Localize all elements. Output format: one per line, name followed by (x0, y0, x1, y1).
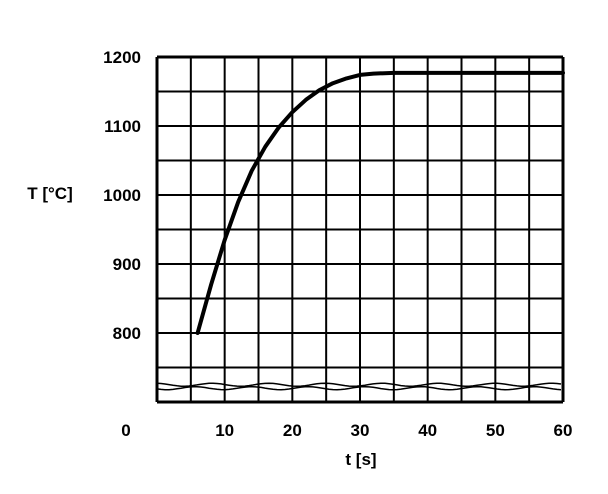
baseline-noise (156, 382, 562, 391)
y-tick-label: 800 (113, 324, 141, 343)
x-tick-label: 0 (121, 421, 130, 440)
x-tick-labels: 0 10 20 30 40 50 60 (121, 421, 572, 440)
grid (155, 55, 565, 404)
y-axis-label: T [°C] (27, 184, 73, 203)
x-tick-label: 60 (554, 421, 573, 440)
x-tick-label: 30 (351, 421, 370, 440)
x-tick-label: 10 (215, 421, 234, 440)
x-tick-label: 20 (283, 421, 302, 440)
x-axis-label: t [s] (345, 450, 376, 469)
baseline-trace (156, 385, 562, 391)
y-tick-label: 1200 (103, 48, 141, 67)
x-tick-label: 40 (418, 421, 437, 440)
y-tick-label: 900 (113, 255, 141, 274)
y-tick-labels: 800 900 1000 1100 1200 (103, 48, 141, 343)
y-tick-label: 1000 (103, 186, 141, 205)
series-line-0 (195, 70, 565, 335)
y-tick-label: 1100 (104, 117, 141, 136)
x-tick-label: 50 (486, 421, 505, 440)
baseline-trace (156, 382, 562, 387)
series (195, 70, 565, 335)
